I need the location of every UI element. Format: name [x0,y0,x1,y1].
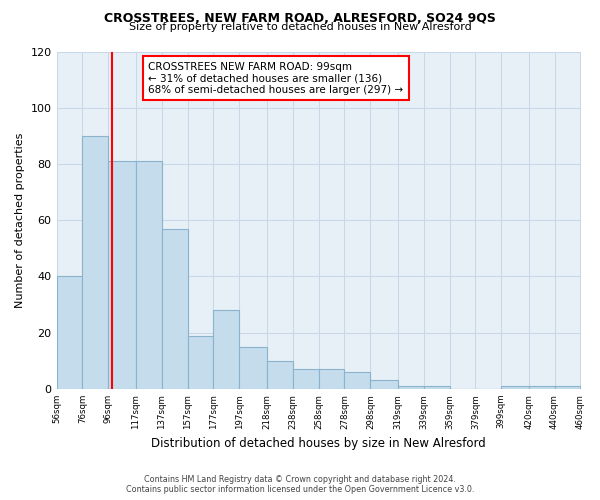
Bar [398,386,424,389]
Bar [161,228,188,389]
Text: CROSSTREES, NEW FARM ROAD, ALRESFORD, SO24 9QS: CROSSTREES, NEW FARM ROAD, ALRESFORD, SO… [104,12,496,26]
Text: Size of property relative to detached houses in New Alresford: Size of property relative to detached ho… [128,22,472,32]
Bar [188,336,214,389]
Text: Contains HM Land Registry data © Crown copyright and database right 2024.
Contai: Contains HM Land Registry data © Crown c… [126,474,474,494]
Bar [239,347,266,389]
Y-axis label: Number of detached properties: Number of detached properties [15,132,25,308]
Bar [293,369,319,389]
Bar [82,136,109,389]
Bar [109,161,136,389]
Bar [344,372,370,389]
Bar [266,361,293,389]
Bar [370,380,398,389]
Bar [56,276,82,389]
Bar [136,161,161,389]
Bar [529,386,554,389]
Bar [554,386,580,389]
Bar [214,310,239,389]
X-axis label: Distribution of detached houses by size in New Alresford: Distribution of detached houses by size … [151,437,486,450]
Bar [319,369,344,389]
Text: CROSSTREES NEW FARM ROAD: 99sqm
← 31% of detached houses are smaller (136)
68% o: CROSSTREES NEW FARM ROAD: 99sqm ← 31% of… [148,62,403,95]
Bar [502,386,529,389]
Bar [424,386,449,389]
